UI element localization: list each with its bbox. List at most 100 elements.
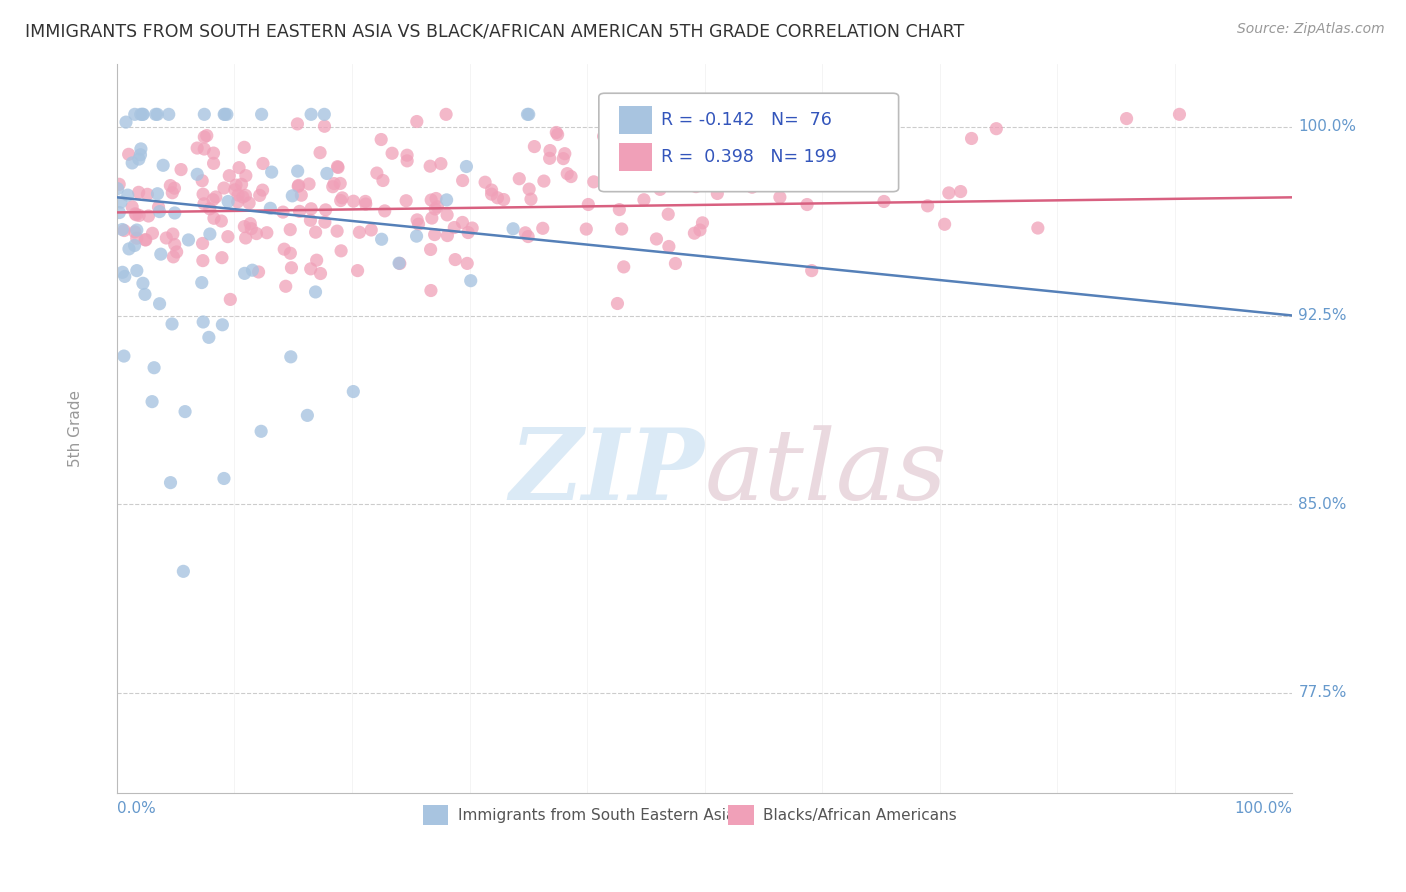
Point [371, 173, 394, 187]
Text: R =  0.398   N= 199: R = 0.398 N= 199 [661, 148, 837, 166]
Point [553, 152, 575, 166]
Point [186, 167, 208, 181]
Point [218, 169, 240, 183]
Point [174, 404, 197, 418]
Point [209, 214, 232, 228]
Point [242, 263, 264, 277]
Point [614, 107, 637, 121]
Point [108, 205, 131, 219]
Point [821, 151, 844, 165]
Point [198, 227, 221, 241]
Point [273, 242, 295, 256]
Point [235, 169, 257, 183]
Point [195, 128, 218, 143]
Point [606, 296, 628, 310]
Point [486, 191, 509, 205]
Point [419, 243, 441, 257]
Point [111, 265, 134, 279]
Point [124, 238, 146, 252]
Point [576, 197, 599, 211]
Point [193, 196, 215, 211]
Point [457, 226, 479, 240]
Point [259, 202, 281, 216]
Point [689, 223, 711, 237]
Point [800, 263, 823, 277]
Point [217, 194, 239, 209]
Point [329, 194, 352, 208]
Point [212, 107, 235, 121]
Point [423, 202, 446, 216]
Point [107, 181, 129, 195]
Point [118, 242, 141, 256]
Point [949, 185, 972, 199]
Point [290, 188, 312, 202]
Point [304, 285, 326, 299]
Point [148, 200, 170, 214]
Point [1115, 112, 1137, 126]
Point [155, 231, 177, 245]
Point [554, 146, 576, 161]
Point [238, 196, 260, 211]
Point [132, 277, 155, 291]
Point [456, 160, 478, 174]
Point [170, 162, 193, 177]
Point [202, 193, 225, 207]
Point [232, 190, 254, 204]
Point [309, 145, 332, 160]
Point [271, 205, 294, 219]
Point [370, 132, 392, 146]
Point [395, 194, 418, 208]
Point [515, 226, 537, 240]
Point [724, 125, 747, 139]
Point [143, 360, 166, 375]
Point [1168, 107, 1191, 121]
Point [426, 200, 449, 214]
Point [420, 211, 443, 225]
Point [360, 223, 382, 237]
Point [502, 221, 524, 235]
Point [408, 217, 430, 231]
Point [141, 394, 163, 409]
Point [633, 127, 655, 141]
Point [141, 227, 163, 241]
Point [481, 183, 503, 197]
Point [214, 107, 236, 121]
Point [128, 152, 150, 166]
Point [111, 222, 134, 236]
Point [124, 225, 146, 239]
Point [692, 216, 714, 230]
Point [354, 197, 377, 211]
Point [481, 187, 503, 202]
Point [198, 330, 221, 344]
Point [664, 256, 686, 270]
Point [128, 186, 150, 200]
Point [443, 220, 465, 235]
Point [260, 165, 283, 179]
Point [163, 206, 186, 220]
Point [547, 128, 569, 142]
Point [474, 175, 496, 189]
Point [657, 207, 679, 221]
Point [177, 233, 200, 247]
Point [658, 239, 681, 253]
Point [193, 142, 215, 156]
Point [240, 221, 263, 235]
Point [280, 260, 302, 275]
Point [314, 107, 336, 121]
Text: IMMIGRANTS FROM SOUTH EASTERN ASIA VS BLACK/AFRICAN AMERICAN 5TH GRADE CORRELATI: IMMIGRANTS FROM SOUTH EASTERN ASIA VS BL… [25, 22, 965, 40]
Point [247, 265, 270, 279]
Point [326, 161, 349, 175]
Point [152, 158, 174, 172]
Point [349, 225, 371, 239]
Point [124, 207, 146, 221]
Point [1026, 221, 1049, 235]
Point [125, 223, 148, 237]
Text: 5th Grade: 5th Grade [69, 390, 83, 467]
Point [202, 146, 225, 161]
FancyBboxPatch shape [619, 106, 652, 134]
Point [330, 244, 353, 258]
Point [186, 141, 208, 155]
Point [575, 222, 598, 236]
Point [110, 195, 132, 210]
FancyBboxPatch shape [423, 805, 449, 825]
